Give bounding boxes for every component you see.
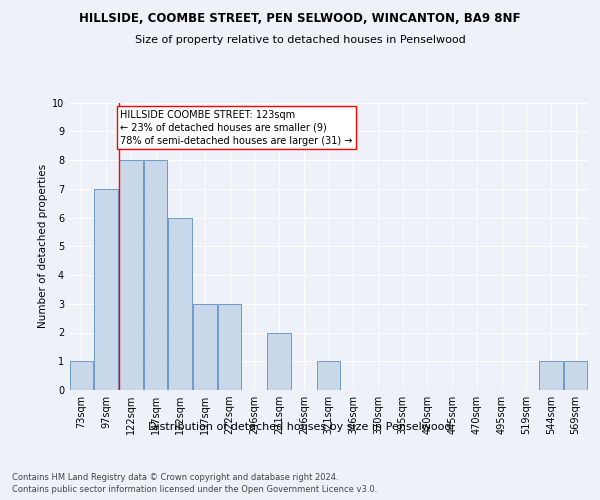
Bar [193, 304, 217, 390]
Text: HILLSIDE, COOMBE STREET, PEN SELWOOD, WINCANTON, BA9 8NF: HILLSIDE, COOMBE STREET, PEN SELWOOD, WI… [79, 12, 521, 26]
Bar [268, 332, 291, 390]
Text: HILLSIDE COOMBE STREET: 123sqm
← 23% of detached houses are smaller (9)
78% of s: HILLSIDE COOMBE STREET: 123sqm ← 23% of … [120, 110, 353, 146]
Y-axis label: Number of detached properties: Number of detached properties [38, 164, 48, 328]
Bar [317, 361, 340, 390]
Bar [218, 304, 241, 390]
Bar [169, 218, 192, 390]
Text: Distribution of detached houses by size in Penselwood: Distribution of detached houses by size … [148, 422, 452, 432]
Bar [539, 361, 563, 390]
Bar [94, 188, 118, 390]
Text: Size of property relative to detached houses in Penselwood: Size of property relative to detached ho… [134, 35, 466, 45]
Bar [564, 361, 587, 390]
Bar [70, 361, 93, 390]
Text: Contains public sector information licensed under the Open Government Licence v3: Contains public sector information licen… [12, 485, 377, 494]
Text: Contains HM Land Registry data © Crown copyright and database right 2024.: Contains HM Land Registry data © Crown c… [12, 472, 338, 482]
Bar [119, 160, 143, 390]
Bar [144, 160, 167, 390]
